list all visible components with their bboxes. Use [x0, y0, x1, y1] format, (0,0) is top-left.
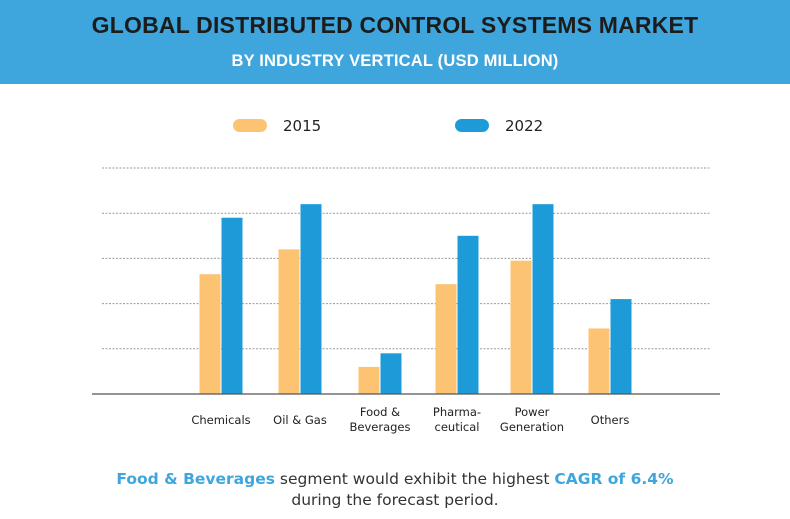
- bar-2022-0: [221, 217, 243, 394]
- footer-note: Food & Beverages segment would exhibit t…: [0, 469, 790, 511]
- x-tick-label: Oil & Gas: [273, 413, 327, 427]
- x-tick-label: Power: [515, 405, 550, 419]
- x-tick-label: Beverages: [350, 420, 411, 434]
- x-tick-label: Others: [591, 413, 630, 427]
- legend-swatch-2015: [233, 119, 267, 132]
- bar-2015-2: [358, 366, 380, 394]
- bar-2015-4: [510, 260, 532, 394]
- bar-2022-2: [380, 353, 402, 394]
- footer-highlight-cagr: CAGR of 6.4%: [554, 470, 674, 488]
- bar-2015-3: [435, 284, 457, 394]
- footer-highlight-segment: Food & Beverages: [116, 470, 275, 488]
- legend-label-2022: 2022: [505, 117, 543, 135]
- x-tick-label: Pharma-: [433, 405, 481, 419]
- bar-2022-1: [300, 204, 322, 394]
- header-banner: GLOBAL DISTRIBUTED CONTROL SYSTEMS MARKE…: [0, 0, 790, 84]
- bar-2022-5: [610, 299, 632, 394]
- legend-swatch-2022: [455, 119, 489, 132]
- x-tick-label: Food &: [360, 405, 400, 419]
- bar-2015-1: [278, 249, 300, 394]
- x-tick-label: Generation: [500, 420, 564, 434]
- legend-label-2015: 2015: [283, 117, 321, 135]
- chart-subtitle: BY INDUSTRY VERTICAL (USD MILLION): [231, 52, 559, 70]
- footer-text-middle: segment would exhibit the highest: [274, 470, 555, 488]
- bar-2022-4: [532, 204, 554, 394]
- bar-2022-3: [457, 235, 479, 394]
- x-tick-label: Chemicals: [191, 413, 250, 427]
- footer-text-line2: during the forecast period.: [291, 491, 499, 509]
- chart-title: GLOBAL DISTRIBUTED CONTROL SYSTEMS MARKE…: [91, 12, 699, 38]
- bar-2015-5: [588, 328, 610, 394]
- bar-2015-0: [199, 274, 221, 394]
- x-tick-label: ceutical: [435, 420, 480, 434]
